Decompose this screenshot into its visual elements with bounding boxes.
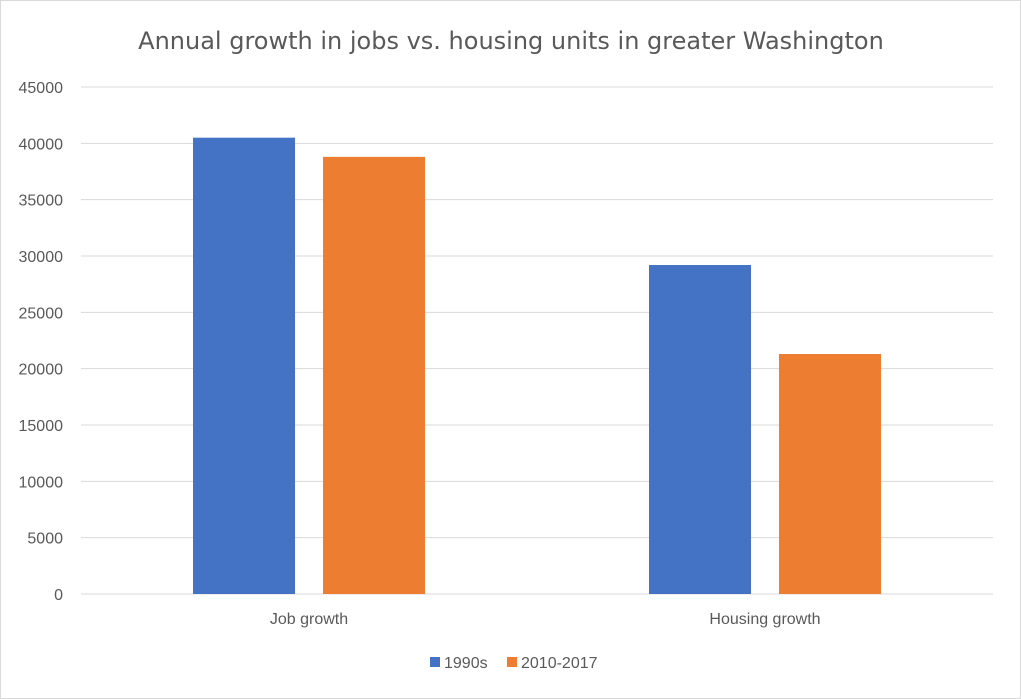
y-tick-label: 25000 — [19, 305, 64, 322]
legend-label: 2010-2017 — [521, 655, 598, 672]
y-tick-label: 0 — [54, 587, 63, 604]
y-tick-label: 45000 — [19, 80, 64, 97]
category-labels: Job growth Housing growth — [270, 611, 821, 628]
y-tick-label: 30000 — [19, 249, 64, 266]
bar-1990s-housing-growth — [649, 265, 751, 594]
y-tick-label: 5000 — [27, 531, 63, 548]
y-tick-label: 40000 — [19, 136, 64, 153]
y-tick-label: 10000 — [19, 474, 64, 491]
legend-label: 1990s — [444, 655, 488, 672]
bar-2010-2017-housing-growth — [779, 354, 881, 594]
bars — [193, 137, 881, 594]
y-tick-label: 20000 — [19, 362, 64, 379]
category-label: Housing growth — [709, 611, 820, 628]
y-tick-label: 35000 — [19, 193, 64, 210]
chart-title: Annual growth in jobs vs. housing units … — [138, 27, 884, 55]
y-tick-label: 15000 — [19, 418, 64, 435]
y-axis-ticks: 0 5000 10000 15000 20000 25000 30000 35000 40000… — [19, 80, 64, 604]
legend: 1990s 2010-2017 — [430, 655, 598, 672]
bar-2010-2017-job-growth — [323, 156, 425, 594]
category-label: Job growth — [270, 611, 348, 628]
bar-1990s-job-growth — [193, 137, 295, 594]
legend-swatch — [507, 657, 517, 667]
legend-swatch — [430, 657, 440, 667]
